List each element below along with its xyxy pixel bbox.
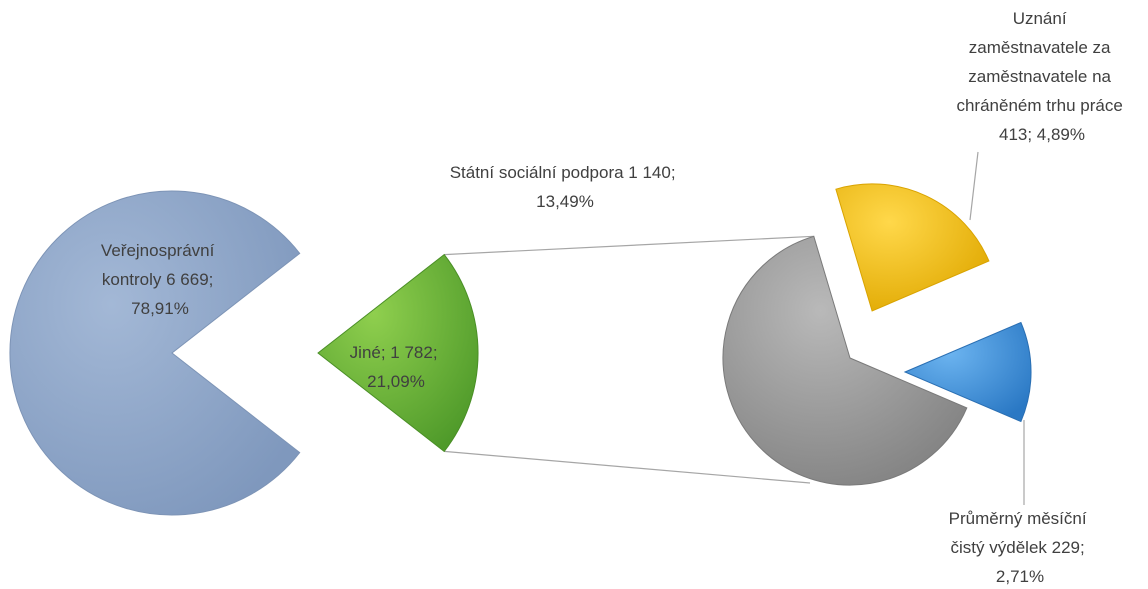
label-uznani: Uznání zaměstnavatele za zaměstnavatele … — [956, 9, 1127, 144]
connector-lines — [444, 235, 814, 484]
label-uznani-line-3: zaměstnavatele na — [968, 67, 1111, 86]
slice-verejnospravni-kontroly — [9, 190, 301, 516]
connector-line-bottom — [444, 450, 811, 484]
label-prumerny-line-1: Průměrný měsíční — [949, 509, 1087, 528]
slice-jine — [317, 253, 479, 453]
label-uznani-line-5: 413; 4,89% — [999, 125, 1085, 144]
leader-lines — [969, 151, 1025, 505]
label-statni-line-2: 13,49% — [536, 192, 594, 211]
label-verejnospravni: Veřejnosprávní kontroly 6 669; 78,91% — [101, 241, 219, 318]
label-uznani-line-4: chráněném trhu práce — [956, 96, 1122, 115]
label-prumerny: Průměrný měsíční čistý výdělek 229; 2,71… — [949, 509, 1092, 586]
label-jine: Jiné; 1 782; 21,09% — [350, 343, 443, 391]
label-prumerny-line-3: 2,71% — [996, 567, 1044, 586]
label-uznani-line-2: zaměstnavatele za — [969, 38, 1111, 57]
label-jine-line-2: 21,09% — [367, 372, 425, 391]
label-prumerny-line-2: čistý výdělek 229; — [951, 538, 1085, 557]
label-verejnospravni-line-2: kontroly 6 669; — [102, 270, 214, 289]
label-statni-line-1: Státní sociální podpora 1 140; — [450, 163, 676, 182]
label-jine-line-1: Jiné; 1 782; — [350, 343, 438, 362]
connector-line-top — [444, 235, 814, 256]
label-verejnospravni-line-1: Veřejnosprávní — [101, 241, 215, 260]
label-statni: Státní sociální podpora 1 140; 13,49% — [450, 163, 681, 211]
slice-prumerny-mesicni-vydelek — [903, 321, 1032, 423]
leader-uznani — [969, 151, 979, 221]
label-verejnospravni-line-3: 78,91% — [131, 299, 189, 318]
slice-statni-socialni-podpora — [722, 235, 968, 486]
slice-uznani-zamestnavatele — [835, 183, 990, 312]
label-uznani-line-1: Uznání — [1013, 9, 1067, 28]
